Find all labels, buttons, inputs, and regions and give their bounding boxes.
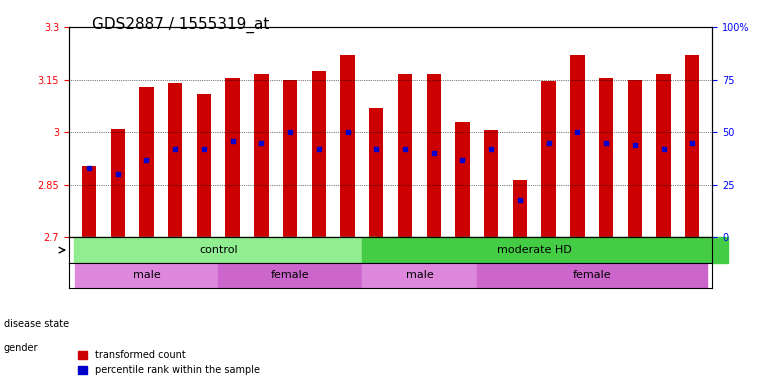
Point <box>342 129 354 135</box>
Bar <box>599 78 614 237</box>
Bar <box>656 74 671 237</box>
Bar <box>627 79 642 237</box>
Text: male: male <box>133 270 160 280</box>
Point <box>542 140 555 146</box>
Bar <box>455 122 470 237</box>
Bar <box>685 55 699 237</box>
Bar <box>74 237 375 263</box>
Point <box>227 137 239 144</box>
Bar <box>542 81 556 237</box>
Bar <box>283 79 297 237</box>
Point <box>169 146 182 152</box>
Text: disease state: disease state <box>4 319 69 329</box>
Point <box>485 146 497 152</box>
Point <box>686 140 699 146</box>
Point <box>112 171 124 177</box>
Point <box>370 146 382 152</box>
Point <box>313 146 325 152</box>
Bar <box>254 74 269 237</box>
Bar <box>139 86 154 237</box>
Point <box>457 156 469 162</box>
Point <box>83 165 95 171</box>
Bar <box>369 108 384 237</box>
Point <box>657 146 669 152</box>
Bar <box>168 83 182 237</box>
Text: gender: gender <box>4 343 38 353</box>
Text: female: female <box>271 270 309 280</box>
Bar <box>197 94 211 237</box>
Text: female: female <box>572 270 611 280</box>
Bar <box>75 237 362 263</box>
Bar <box>340 55 355 237</box>
Point <box>140 156 152 162</box>
Point <box>514 197 526 203</box>
Point <box>399 146 411 152</box>
Bar <box>484 131 499 237</box>
Point <box>571 129 584 135</box>
Point <box>600 140 612 146</box>
Text: moderate HD: moderate HD <box>497 245 571 255</box>
Bar <box>312 71 326 237</box>
Point <box>629 142 641 148</box>
Bar <box>225 78 240 237</box>
Point <box>284 129 296 135</box>
Bar <box>512 180 527 237</box>
Point <box>255 140 267 146</box>
Bar <box>362 237 706 263</box>
Bar <box>367 237 728 263</box>
Bar <box>427 74 441 237</box>
Text: GDS2887 / 1555319_at: GDS2887 / 1555319_at <box>92 17 270 33</box>
Bar <box>110 129 125 237</box>
Bar <box>362 263 476 288</box>
Bar <box>82 166 97 237</box>
Bar <box>75 263 218 288</box>
Bar <box>570 55 584 237</box>
Point <box>198 146 210 152</box>
Text: control: control <box>199 245 237 255</box>
Bar <box>218 263 362 288</box>
Point <box>427 150 440 156</box>
Legend: transformed count, percentile rank within the sample: transformed count, percentile rank withi… <box>74 346 264 379</box>
Text: male: male <box>405 270 434 280</box>
Bar <box>398 74 412 237</box>
Bar <box>476 263 706 288</box>
